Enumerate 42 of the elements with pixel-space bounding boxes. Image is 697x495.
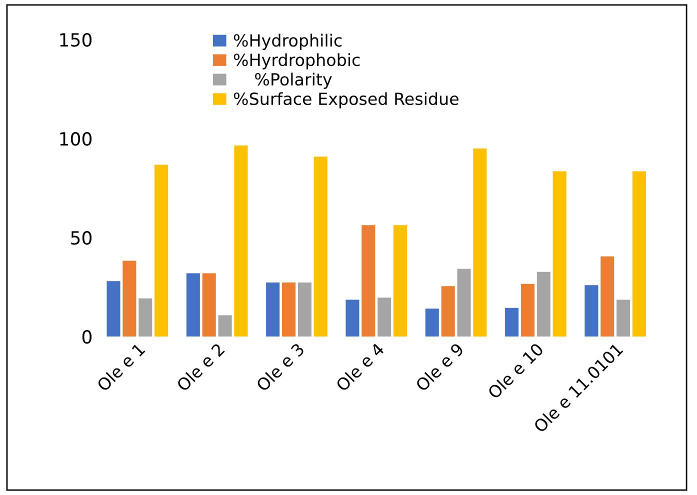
bar [298,282,312,337]
bar [346,300,360,337]
y-tick-label: 0 [82,330,92,344]
legend-label: %Hydrophilic [234,34,342,50]
bar [457,268,471,337]
bar [584,285,598,337]
bar [218,315,232,337]
bar [632,171,646,337]
bar [536,272,550,337]
x-tick-label: Ole e 9 [414,342,464,392]
bar [106,281,120,337]
bar [234,146,248,337]
bar [520,284,534,337]
x-tick-label: Ole e 4 [335,342,385,392]
y-tick-label: 150 [60,33,92,47]
bar [202,273,216,337]
legend-label: %Hyrdrophobic [234,53,360,70]
bar [314,156,328,337]
x-tick-label: Ole e 10 [486,342,544,400]
bar [186,273,200,337]
bar [505,308,519,337]
legend-label: %Surface Exposed Residue [234,92,458,108]
legend-label: %Polarity [255,72,332,89]
bar [266,282,280,337]
bar [616,300,630,337]
bar [282,282,296,337]
bar [362,225,376,337]
bar [138,298,152,337]
x-tick-label: Ole e 2 [176,342,226,392]
bar [122,260,136,337]
bar [473,148,487,337]
x-tick-label: Ole e 3 [255,342,305,392]
bar [394,225,408,337]
bar [552,171,566,337]
y-tick-label: 100 [60,132,92,146]
bar [425,308,439,337]
bar [441,286,455,337]
x-tick-label: Ole e 1 [96,342,146,392]
y-tick-label: 50 [71,231,92,245]
bar [378,298,392,337]
bar [154,164,168,337]
bar [600,256,614,337]
